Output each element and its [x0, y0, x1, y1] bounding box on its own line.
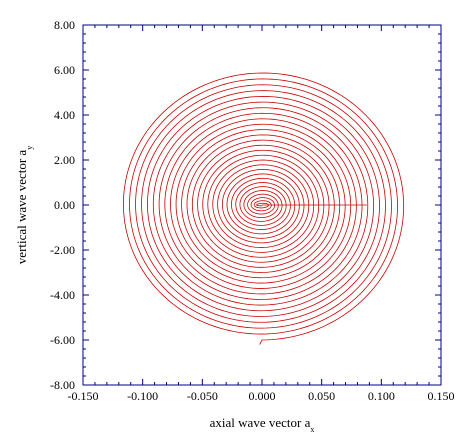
- x-tick-labels: -0.150 -0.100 -0.050 0.000 0.050 0.100 0.150: [68, 389, 455, 403]
- x-tick-label: 0.150: [428, 389, 455, 403]
- x-axis-title-subscript: x: [310, 425, 314, 434]
- y-tick-label: -8.00: [50, 378, 75, 392]
- spiral-series-line: [123, 72, 405, 345]
- axis-ticks: [82, 24, 442, 386]
- x-tick-label: -0.050: [187, 389, 218, 403]
- x-tick-label: 0.000: [249, 389, 276, 403]
- y-tick-labels: -8.00 -6.00 -4.00 -2.00 0.00 2.00 4.00 6.00 8.00: [50, 18, 75, 392]
- x-axis-title: axial wave vector ax: [210, 415, 315, 434]
- y-tick-label: 0.00: [54, 198, 75, 212]
- x-tick-label: -0.150: [68, 389, 99, 403]
- x-tick-label: -0.100: [127, 389, 158, 403]
- y-tick-label: 8.00: [54, 18, 75, 32]
- x-tick-label: 0.100: [368, 389, 395, 403]
- x-tick-label: 0.050: [308, 389, 335, 403]
- y-tick-label: -6.00: [50, 333, 75, 347]
- y-tick-label: 6.00: [54, 63, 75, 77]
- y-tick-label: -2.00: [50, 243, 75, 257]
- y-axis-title-subscript: y: [25, 146, 34, 150]
- y-tick-label: -4.00: [50, 288, 75, 302]
- y-axis-title: vertical wave vector ay: [14, 146, 34, 264]
- y-tick-label: 2.00: [54, 153, 75, 167]
- y-tick-label: 4.00: [54, 108, 75, 122]
